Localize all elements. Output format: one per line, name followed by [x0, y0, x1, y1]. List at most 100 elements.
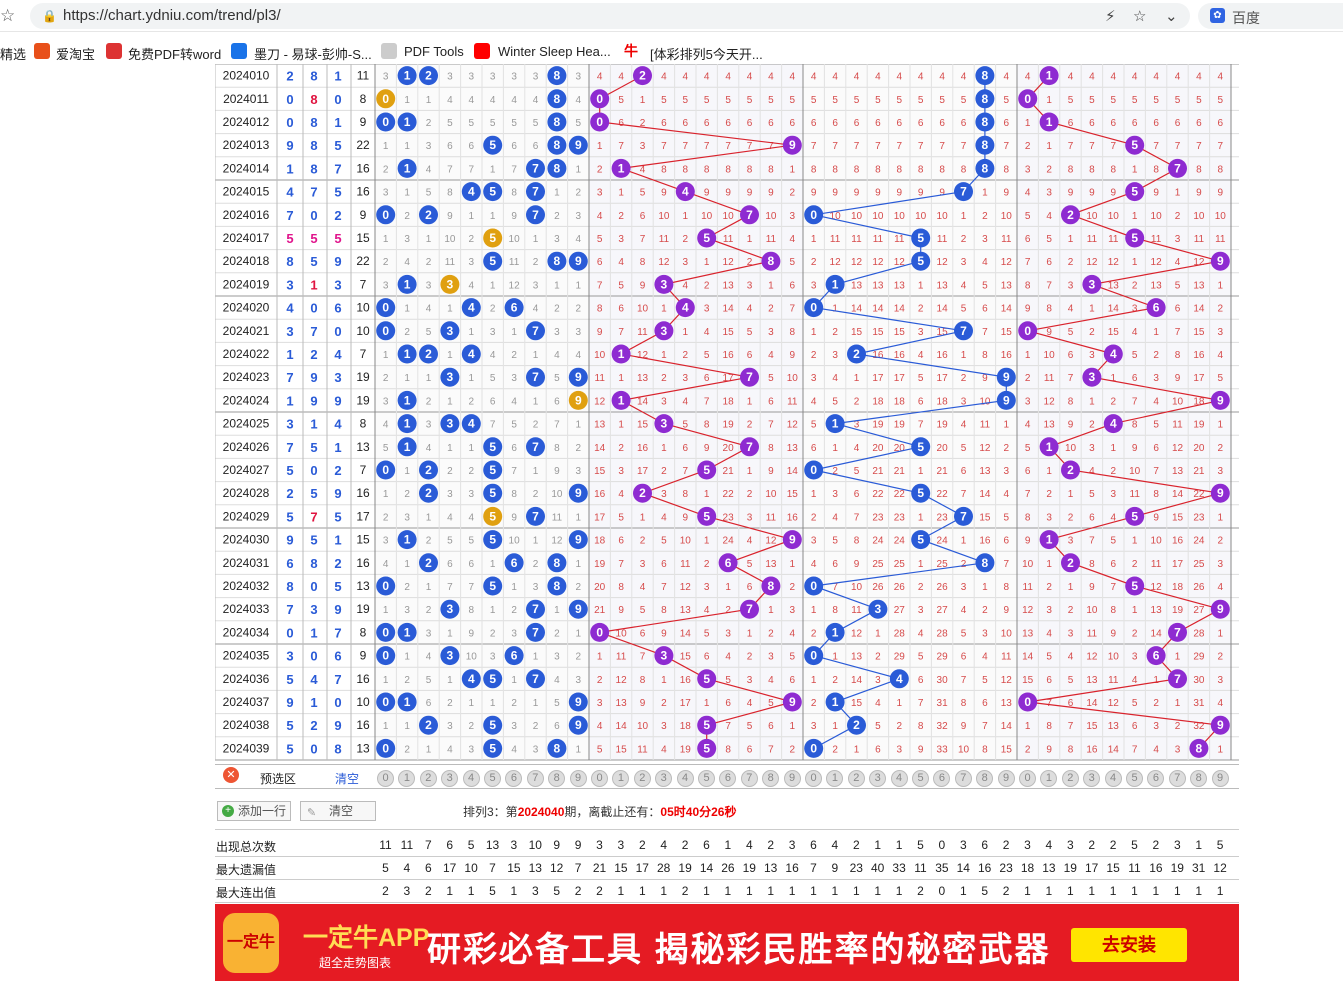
bookmark-item[interactable]: PDF Tools	[404, 44, 464, 59]
preselect-option[interactable]: 4	[676, 770, 694, 787]
omission-value: 12	[1022, 605, 1034, 616]
preselect-option[interactable]: 3	[441, 770, 459, 787]
preselect-option[interactable]: 7	[1168, 770, 1186, 787]
stat-value: 1	[1173, 884, 1181, 898]
preselect-option[interactable]: 4	[462, 770, 480, 787]
dist-ball-label: 2	[425, 69, 432, 83]
close-icon[interactable]: ✕	[223, 767, 239, 783]
digit-sum: 13	[356, 579, 370, 593]
position-ball	[590, 112, 610, 132]
preselect-option[interactable]: 0	[591, 770, 608, 787]
omission-value: 6	[704, 652, 710, 663]
bookmark-item[interactable]: [体彩排列5今天开...	[650, 47, 763, 62]
omission-value: 8	[768, 164, 774, 175]
omission-value: 15	[637, 420, 649, 431]
add-row-button[interactable]: + 添加一行	[217, 801, 292, 821]
preselect-option[interactable]: 9	[783, 770, 801, 787]
preselect-option[interactable]: 6	[1147, 770, 1165, 787]
preselect-clear-link[interactable]: 清空	[335, 772, 360, 786]
preselect-option[interactable]: 4	[890, 770, 908, 787]
position-ball-label: 0	[810, 741, 817, 755]
omission-value: 8	[683, 164, 689, 175]
omission-value: 6	[640, 628, 646, 639]
preselect-option[interactable]: 2	[419, 770, 437, 787]
omission-value: 14	[894, 304, 906, 315]
preselect-option[interactable]: 0	[1019, 770, 1036, 787]
preselect-option[interactable]: 3	[869, 770, 887, 787]
preselect-option[interactable]: 0	[377, 770, 394, 787]
omission-value: 7	[854, 512, 860, 523]
preselect-option[interactable]: 6	[505, 770, 523, 787]
preselect-option[interactable]: 6	[719, 770, 737, 787]
position-ball-label: 1	[832, 277, 839, 291]
position-ball	[718, 553, 738, 573]
omission-value: 9	[1068, 188, 1074, 199]
url-text[interactable]: https://chart.ydniu.com/trend/pl3/	[63, 7, 281, 24]
preselect-option[interactable]: 5	[484, 770, 501, 787]
omission-value: 5	[961, 628, 967, 639]
preselect-option[interactable]: 9	[1211, 770, 1229, 787]
preselect-option[interactable]: 9	[569, 770, 587, 787]
preselect-option[interactable]: 5	[912, 770, 929, 787]
omission-value: 5	[1132, 698, 1138, 709]
omission-value: 7	[918, 698, 924, 709]
preselect-option[interactable]: 2	[633, 770, 651, 787]
preselect-option[interactable]: 8	[762, 770, 780, 787]
preselect-option[interactable]: 1	[398, 770, 416, 787]
ad-banner[interactable]: 一定牛 一定牛APP 超全走势图表 研彩必备工具 揭秘彩民胜率的秘密武器 去安装	[215, 904, 1239, 981]
preselect-option[interactable]: 1	[1040, 770, 1058, 787]
omission-value: 3	[1175, 744, 1181, 755]
preselect-option[interactable]: 8	[548, 770, 566, 787]
omission-value: 11	[894, 234, 905, 245]
bookmark-item[interactable]: 墨刀 - 易球-彭帅-S...	[254, 47, 372, 62]
omission-value: 2	[1068, 512, 1074, 523]
preselect-option[interactable]: 3	[1083, 770, 1101, 787]
bookmark-item[interactable]: 精选	[0, 47, 27, 62]
preselect-option[interactable]: 1	[826, 770, 844, 787]
preselect-option[interactable]: 7	[740, 770, 758, 787]
omission-value: 5	[1132, 95, 1138, 106]
preselect-option[interactable]: 5	[698, 770, 715, 787]
lightning-icon[interactable]: ⚡	[1105, 8, 1116, 25]
preselect-option[interactable]: 9	[997, 770, 1015, 787]
omission-value: 8	[725, 164, 731, 175]
omission-value: 5	[426, 675, 432, 686]
preselect-option[interactable]: 7	[954, 770, 972, 787]
stat-value: 7	[574, 861, 582, 875]
preselect-option[interactable]: 3	[655, 770, 673, 787]
dist-ball-label: 1	[404, 440, 411, 454]
dist-ball	[397, 414, 417, 434]
search-box[interactable]: ✿ 百度	[1198, 3, 1343, 29]
preselect-option[interactable]: 2	[847, 770, 865, 787]
preselect-option[interactable]: 5	[1126, 770, 1143, 787]
preselect-option[interactable]: 2	[1061, 770, 1079, 787]
bookmark-star-icon[interactable]: ☆	[0, 6, 16, 25]
preselect-option[interactable]: 6	[933, 770, 951, 787]
clear-button[interactable]: ✎ 清空	[300, 801, 376, 821]
omission-value: 1	[469, 443, 475, 454]
omission-value: 3	[768, 652, 774, 663]
address-bar[interactable]: 🔒 https://chart.ydniu.com/trend/pl3/ ⚡ ☆…	[30, 3, 1190, 29]
stat-value: 33	[892, 861, 906, 875]
preselect-option[interactable]: 8	[976, 770, 994, 787]
preselect-option[interactable]: 4	[1104, 770, 1122, 787]
chevron-down-icon[interactable]: ⌄	[1165, 8, 1178, 25]
star-icon[interactable]: ☆	[1133, 8, 1147, 25]
preselect-option[interactable]: 7	[526, 770, 544, 787]
omission-value: 9	[1153, 512, 1159, 523]
issue-date: 2024017	[223, 231, 270, 245]
omission-value: 2	[1089, 327, 1095, 338]
preselect-option[interactable]: 0	[805, 770, 822, 787]
bookmark-item[interactable]: 爱淘宝	[56, 47, 96, 62]
bookmark-item[interactable]: Winter Sleep Hea...	[498, 44, 611, 59]
stat-value: 1	[467, 884, 475, 898]
preselect-option[interactable]: 1	[612, 770, 630, 787]
dist-ball	[483, 738, 503, 758]
preselect-option[interactable]: 8	[1190, 770, 1208, 787]
omission-value: 12	[1172, 443, 1184, 454]
bookmark-item[interactable]: 免费PDF转word	[128, 47, 222, 62]
install-button[interactable]: 去安装	[1071, 928, 1187, 962]
omission-value: 1	[383, 350, 389, 361]
omission-value: 5	[469, 536, 475, 547]
omission-value: 1	[918, 512, 924, 523]
